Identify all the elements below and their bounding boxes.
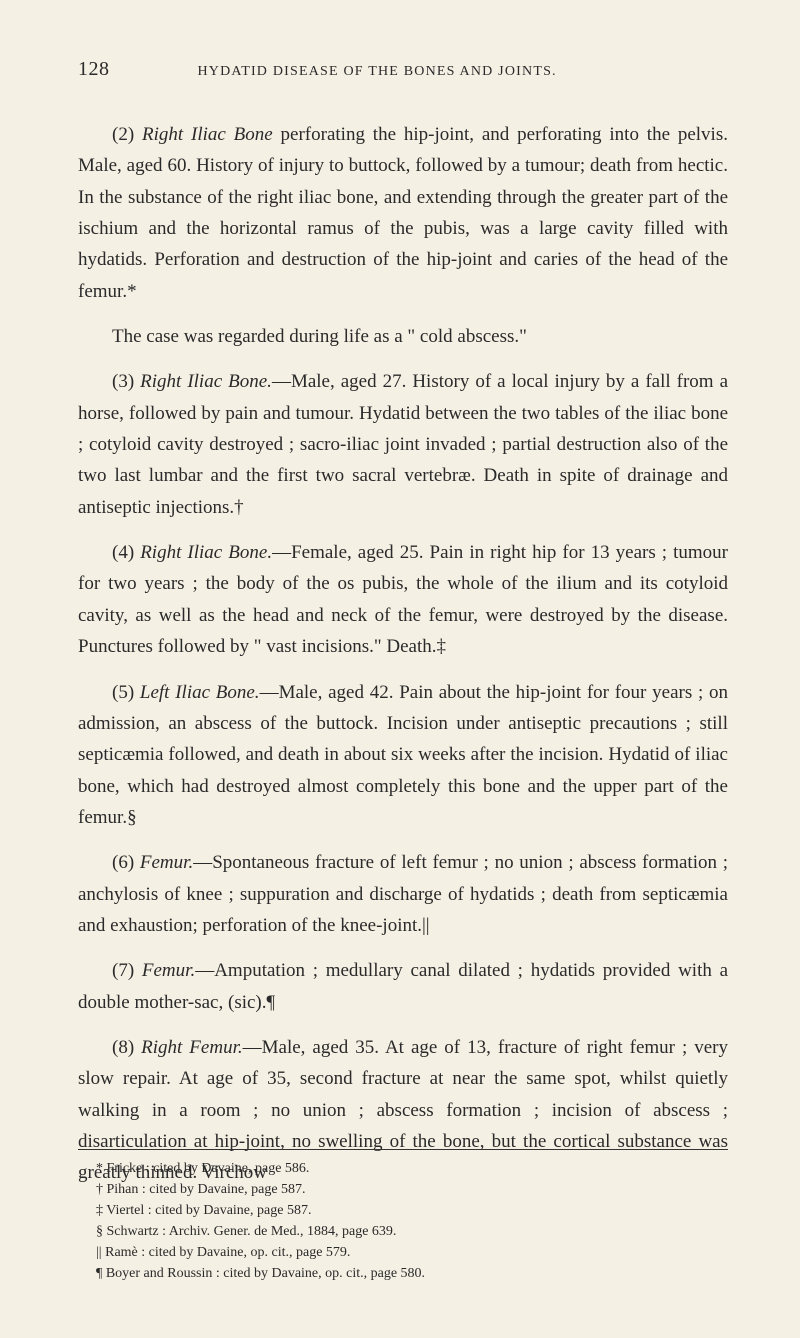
page-number: 128 (78, 58, 110, 81)
paragraph-note: The case was regarded during life as a "… (78, 321, 728, 352)
note-text: The case was regarded during life as a "… (112, 326, 527, 347)
paragraph-case-5: (5) Left Iliac Bone.—Male, aged 42. Pain… (78, 677, 728, 834)
paragraph-case-6: (6) Femur.—Spontaneous fracture of left … (78, 847, 728, 941)
case-title: Right Femur. (141, 1037, 242, 1058)
case-title: Femur. (140, 852, 193, 873)
case-title: Femur. (142, 960, 195, 981)
case-number: (4) (112, 542, 140, 563)
paragraph-case-7: (7) Femur.—Amputation ; medullary canal … (78, 955, 728, 1018)
case-number: (3) (112, 371, 140, 392)
case-text: —Male, aged 27. History of a local injur… (78, 371, 728, 517)
footnotes-block: * Fricke : cited by Davaine, page 586. †… (78, 1149, 728, 1284)
footnotes-rule (78, 1149, 728, 1150)
case-text: perforating the hip-joint, and perforati… (78, 124, 728, 302)
case-number: (5) (112, 682, 140, 703)
case-number: (6) (112, 852, 140, 873)
footnote-1: * Fricke : cited by Davaine, page 586. (78, 1158, 728, 1179)
paragraph-case-3: (3) Right Iliac Bone.—Male, aged 27. His… (78, 366, 728, 523)
case-title: Left Iliac Bone. (140, 682, 260, 703)
paragraph-case-4: (4) Right Iliac Bone.—Female, aged 25. P… (78, 537, 728, 662)
footnote-5: || Ramè : cited by Davaine, op. cit., pa… (78, 1242, 728, 1263)
case-title: Right Iliac Bone. (140, 371, 272, 392)
running-title: HYDATID DISEASE OF THE BONES AND JOINTS. (198, 64, 557, 80)
case-number: (2) (112, 124, 142, 145)
paragraph-case-2: (2) Right Iliac Bone perforating the hip… (78, 119, 728, 307)
case-text: —Male, aged 42. Pain about the hip-joint… (78, 682, 728, 828)
case-title: Right Iliac Bone (142, 124, 273, 145)
footnote-4: § Schwartz : Archiv. Gener. de Med., 188… (78, 1221, 728, 1242)
footnote-6: ¶ Boyer and Roussin : cited by Davaine, … (78, 1263, 728, 1284)
footnote-3: ‡ Viertel : cited by Davaine, page 587. (78, 1200, 728, 1221)
page-header: 128 HYDATID DISEASE OF THE BONES AND JOI… (78, 58, 728, 81)
case-number: (7) (112, 960, 142, 981)
footnote-2: † Pihan : cited by Davaine, page 587. (78, 1179, 728, 1200)
case-number: (8) (112, 1037, 141, 1058)
case-title: Right Iliac Bone. (140, 542, 272, 563)
